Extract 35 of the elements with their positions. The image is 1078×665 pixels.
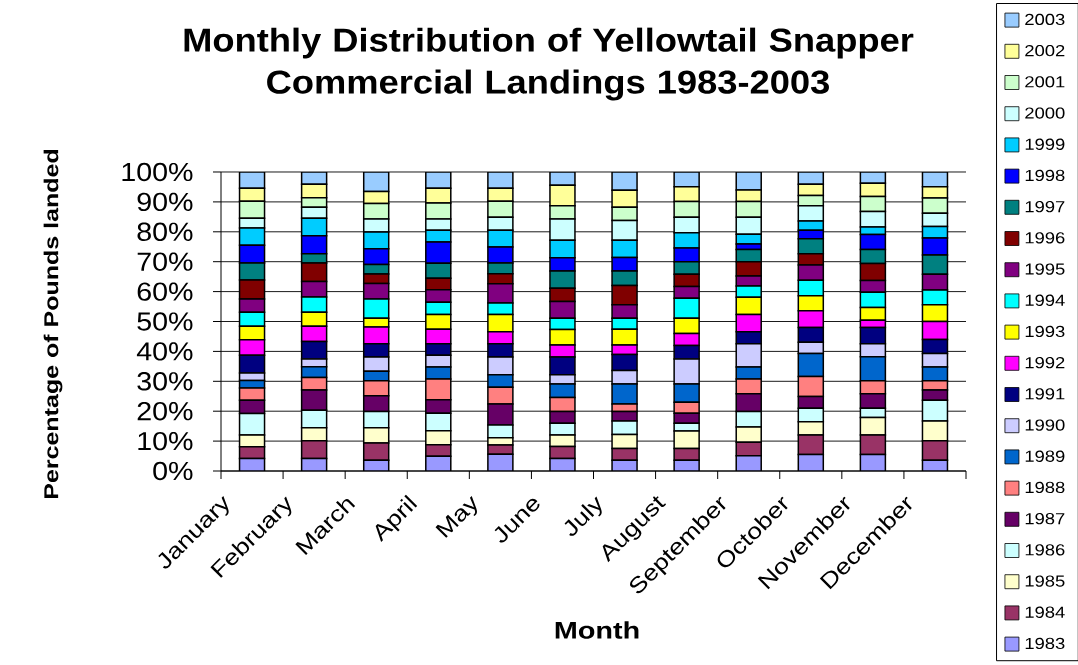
legend-label: 2001 — [1025, 76, 1065, 88]
y-tick-label: 90% — [137, 192, 193, 212]
legend-label: 1987 — [1025, 512, 1065, 525]
legend-label: 1986 — [1025, 544, 1065, 556]
legend-label: 1989 — [1025, 450, 1065, 462]
legend-label: 1988 — [1025, 481, 1065, 494]
legend-label: 1983 — [1025, 637, 1065, 650]
y-axis-title: Percentage of Pounds landed — [43, 149, 63, 499]
legend-label: 1992 — [1025, 356, 1065, 369]
y-tick-label: 0% — [153, 461, 193, 481]
y-tick-label: 30% — [137, 372, 193, 391]
legend-label: 1993 — [1025, 325, 1065, 338]
y-tick-label: 70% — [137, 252, 193, 271]
legend-label: 2003 — [1025, 13, 1065, 26]
legend-label: 1995 — [1025, 263, 1065, 275]
legend-label: 1997 — [1025, 200, 1065, 213]
legend-label: 1985 — [1025, 575, 1065, 587]
legend-label: 2000 — [1025, 107, 1065, 119]
legend-label: 1998 — [1025, 169, 1065, 182]
legend-label: 1999 — [1025, 138, 1065, 150]
y-tick-label: 20% — [137, 401, 193, 421]
y-tick-label: 100% — [122, 162, 193, 182]
legend-label: 1990 — [1025, 419, 1065, 431]
y-tick-label: 50% — [137, 312, 193, 331]
y-tick-label: 80% — [137, 222, 193, 241]
chart-title: Monthly Distribution of Yellowtail Snapper Commercial Landings 1983-2003 — [184, 27, 914, 101]
y-tick-label: 10% — [138, 431, 193, 451]
legend-label: 1984 — [1025, 606, 1065, 618]
legend-label: 2002 — [1025, 44, 1065, 57]
legend-label: 1994 — [1025, 294, 1065, 306]
legend-label: 1996 — [1025, 232, 1065, 244]
y-tick-label: 40% — [136, 342, 193, 361]
x-axis-title: Month — [555, 621, 639, 639]
y-tick-label: 60% — [137, 282, 193, 301]
legend-label: 1991 — [1025, 388, 1065, 400]
